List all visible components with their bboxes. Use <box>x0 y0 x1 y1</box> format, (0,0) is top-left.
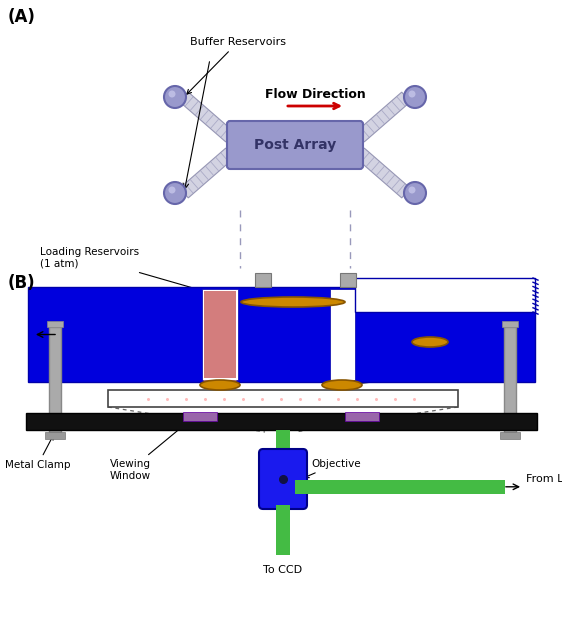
Bar <box>500 432 520 439</box>
Text: Viewing
Window: Viewing Window <box>110 415 197 481</box>
Circle shape <box>169 186 175 194</box>
Text: O-rings: O-rings <box>434 322 528 343</box>
Bar <box>45 432 65 439</box>
Bar <box>355 278 535 312</box>
Text: Flow Direction: Flow Direction <box>265 88 365 101</box>
Bar <box>295 480 505 494</box>
Text: Buffer Reservoirs: Buffer Reservoirs <box>187 37 286 94</box>
Circle shape <box>164 182 186 204</box>
Circle shape <box>409 186 415 194</box>
Bar <box>183 412 217 421</box>
Text: Metal Clamp: Metal Clamp <box>5 435 70 470</box>
Bar <box>28 287 535 382</box>
Bar <box>202 289 238 380</box>
Text: Post Array: Post Array <box>254 138 336 152</box>
Polygon shape <box>356 92 410 142</box>
Bar <box>345 412 379 421</box>
Polygon shape <box>331 380 354 393</box>
Bar <box>504 327 516 432</box>
Bar <box>340 273 356 287</box>
Ellipse shape <box>412 337 448 347</box>
Ellipse shape <box>200 380 240 390</box>
Bar <box>330 289 355 380</box>
Polygon shape <box>180 148 234 198</box>
Polygon shape <box>203 380 237 393</box>
Circle shape <box>164 86 186 108</box>
Bar <box>26 413 537 430</box>
Text: Loading Reservoirs
(1 atm): Loading Reservoirs (1 atm) <box>40 247 203 292</box>
Text: To CCD: To CCD <box>264 565 302 575</box>
Circle shape <box>404 86 426 108</box>
Text: (A): (A) <box>8 8 36 26</box>
Bar <box>204 291 236 378</box>
FancyBboxPatch shape <box>259 449 307 509</box>
Ellipse shape <box>241 297 345 307</box>
Bar <box>108 390 458 407</box>
Bar <box>49 327 61 432</box>
Bar <box>276 505 290 555</box>
FancyBboxPatch shape <box>227 121 363 169</box>
Polygon shape <box>180 92 234 142</box>
Bar <box>502 321 518 327</box>
Bar <box>255 273 271 287</box>
Text: Objective: Objective <box>305 459 361 478</box>
Circle shape <box>409 91 415 97</box>
Bar <box>276 430 290 453</box>
Text: From Laser: From Laser <box>526 474 562 484</box>
Ellipse shape <box>322 380 362 390</box>
Bar <box>47 321 63 327</box>
Polygon shape <box>356 148 410 198</box>
Text: (B): (B) <box>8 274 35 292</box>
Circle shape <box>169 91 175 97</box>
Circle shape <box>404 182 426 204</box>
